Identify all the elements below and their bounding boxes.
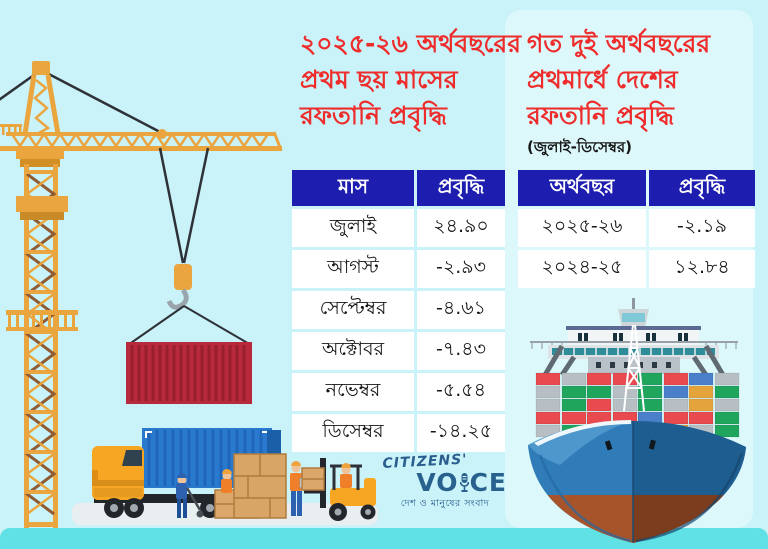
left-title-line-3: রফতানি প্রবৃদ্ধি	[300, 101, 447, 130]
right-title-line-3: রফতানি প্রবৃদ্ধি	[527, 101, 674, 130]
growth-column-header: প্রবৃদ্ধি	[649, 170, 755, 206]
table-row-month: নভেম্বর	[292, 373, 414, 411]
table-row-value: -৪.৬১	[417, 291, 505, 329]
crane-illustration	[0, 58, 290, 532]
table-row-value: -১৪.২৫	[417, 414, 505, 452]
logo-voice-left: VO	[416, 468, 459, 497]
right-title: গত দুই অর্থবছরের প্রথমার্ধে দেশের রফতানি…	[527, 26, 710, 157]
crane-icon	[0, 61, 283, 528]
table-row-month: জুলাই	[292, 209, 414, 247]
table-row-fiscal-year: ২০২৪-২৫	[518, 250, 646, 288]
logo-brand-voice: VO CE	[383, 468, 507, 497]
table-row-month: ডিসেম্বর	[292, 414, 414, 452]
citizens-voice-logo: CITIZENS' VO CE দেশ ও মানুষের সংবাদ	[382, 452, 507, 512]
truck-icon	[72, 428, 378, 525]
growth-column-header: প্রবৃদ্ধি	[417, 170, 505, 206]
right-title-line-2: প্রথমার্ধে দেশের	[527, 65, 678, 94]
table-row-value: -২.১৯	[649, 209, 755, 247]
fiscal-year-column-header: অর্থবছর	[518, 170, 646, 206]
bottom-strip	[0, 528, 768, 549]
right-title-subtitle: (জুলাই-ডিসেম্বর)	[527, 138, 633, 156]
table-row-value: -৭.৪৩	[417, 332, 505, 370]
table-row-fiscal-year: ২০২৫-২৬	[518, 209, 646, 247]
table-row-value: -৫.৫৪	[417, 373, 505, 411]
microphone-icon	[459, 473, 469, 492]
table-row-value: ২৪.৯০	[417, 209, 505, 247]
table-row-month: আগস্ট	[292, 250, 414, 288]
fiscal-year-growth-table: অর্থবছর প্রবৃদ্ধি ২০২৫-২৬ -২.১৯ ২০২৪-২৫ …	[518, 170, 755, 288]
logo-voice-right: CE	[469, 468, 507, 497]
truck-loading-illustration	[70, 420, 380, 534]
left-title: ২০২৫-২৬ অর্থবছরের প্রথম ছয় মাসের রফতানি…	[300, 26, 521, 134]
left-title-line-1: ২০২৫-২৬ অর্থবছরের	[300, 29, 522, 58]
cargo-ship-illustration	[518, 293, 768, 549]
right-title-line-1: গত দুই অর্থবছরের	[527, 29, 711, 58]
cargo-ship-icon	[528, 298, 746, 543]
table-row-month: সেপ্টেম্বর	[292, 291, 414, 329]
table-row-month: অক্টোবর	[292, 332, 414, 370]
table-row-value: -২.৯৩	[417, 250, 505, 288]
month-column-header: মাস	[292, 170, 414, 206]
left-title-line-2: প্রথম ছয় মাসের	[300, 65, 458, 94]
monthly-growth-table: মাস প্রবৃদ্ধি জুলাই ২৪.৯০ আগস্ট -২.৯৩ সে…	[292, 170, 505, 452]
table-row-value: ১২.৮৪	[649, 250, 755, 288]
logo-tagline: দেশ ও মানুষের সংবাদ	[400, 498, 490, 509]
